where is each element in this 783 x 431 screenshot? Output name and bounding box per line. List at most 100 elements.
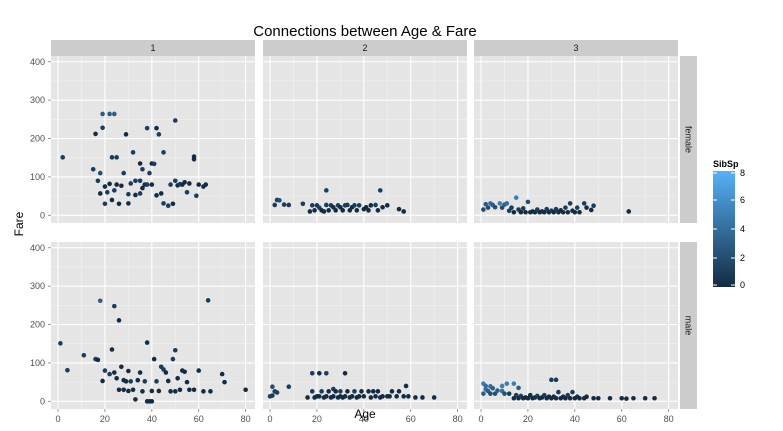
x-axis-title: Age: [354, 407, 376, 421]
panel-background: [51, 242, 255, 409]
legend-tick-label: 0: [740, 280, 745, 290]
data-point: [520, 206, 526, 211]
data-point: [137, 370, 143, 375]
data-point: [154, 193, 159, 198]
strip-col-label: 3: [573, 43, 578, 53]
data-point: [156, 388, 162, 394]
data-point: [65, 367, 70, 373]
y-tick-label: 300: [30, 281, 45, 291]
y-axis-title: Fare: [12, 211, 26, 236]
data-point: [104, 189, 110, 195]
data-point: [272, 202, 278, 208]
data-point: [406, 394, 411, 399]
x-tick-label: 20: [100, 414, 110, 424]
data-point: [584, 205, 589, 210]
data-point: [149, 388, 155, 394]
data-point: [518, 209, 524, 215]
x-tick-label: 80: [453, 414, 463, 424]
data-point: [499, 383, 505, 389]
data-point: [375, 389, 381, 394]
data-point: [137, 178, 143, 184]
data-point: [100, 378, 105, 384]
data-point: [333, 389, 338, 394]
data-point: [270, 384, 275, 390]
data-point: [483, 201, 489, 207]
data-point: [401, 394, 406, 399]
data-point: [149, 399, 155, 404]
data-point: [201, 389, 206, 394]
data-point: [574, 205, 580, 210]
legend-title: SibSp: [713, 159, 739, 169]
data-point: [309, 389, 315, 394]
data-point: [565, 209, 571, 215]
data-point: [126, 191, 131, 197]
data-point: [495, 388, 500, 393]
data-point: [121, 170, 126, 176]
data-point: [567, 201, 573, 206]
data-point: [333, 208, 338, 213]
legend-tick-label: 4: [740, 224, 745, 234]
data-point: [196, 368, 202, 373]
data-point: [516, 385, 521, 391]
data-point: [553, 395, 559, 401]
data-point: [577, 395, 582, 401]
data-point: [481, 207, 486, 212]
data-point: [595, 395, 601, 401]
data-point: [316, 394, 322, 399]
data-point: [107, 181, 112, 187]
y-tick-label: 400: [30, 57, 45, 67]
data-point: [563, 205, 568, 210]
data-point: [142, 379, 148, 384]
data-point: [375, 208, 381, 213]
x-tick-label: 0: [268, 414, 273, 424]
data-point: [492, 204, 498, 210]
data-point: [112, 111, 117, 117]
data-point: [377, 188, 383, 193]
data-point: [309, 203, 315, 208]
x-tick-label: 80: [241, 414, 251, 424]
data-point: [485, 205, 491, 210]
data-point: [137, 191, 143, 196]
strip-col-label: 1: [150, 43, 155, 53]
data-point: [631, 395, 636, 401]
data-point: [331, 394, 336, 399]
data-point: [140, 185, 145, 191]
data-point: [109, 155, 115, 160]
data-point: [584, 394, 589, 400]
data-point: [321, 209, 327, 214]
data-point: [420, 395, 425, 400]
data-point: [144, 125, 150, 131]
color-legend: SibSp 0 2 4 6 8: [713, 159, 745, 290]
y-tick-label: 100: [30, 358, 45, 368]
data-point: [591, 203, 596, 209]
data-point: [389, 389, 395, 394]
data-point: [97, 170, 103, 176]
data-point: [483, 383, 489, 389]
data-point: [109, 197, 115, 203]
chart-title: Connections between Age & Fare: [253, 23, 476, 40]
data-point: [324, 188, 329, 193]
data-point: [401, 209, 406, 214]
data-point: [511, 209, 517, 215]
data-point: [396, 206, 402, 212]
data-point: [114, 182, 119, 187]
data-point: [126, 388, 131, 394]
data-point: [567, 395, 573, 401]
data-point: [506, 391, 512, 396]
data-point: [60, 155, 66, 160]
strip-col-label: 2: [362, 43, 367, 53]
data-point: [182, 180, 187, 185]
data-point: [326, 208, 331, 213]
panel-background: [263, 242, 467, 409]
data-point: [359, 389, 364, 394]
data-point: [100, 125, 105, 131]
data-point: [154, 125, 159, 131]
data-point: [121, 387, 126, 393]
data-point: [172, 347, 178, 353]
data-point: [107, 111, 112, 117]
data-point: [607, 395, 613, 401]
panel-2-male: [263, 242, 467, 409]
data-point: [556, 389, 561, 395]
data-point: [126, 201, 131, 206]
panel-1-female: [51, 56, 255, 223]
